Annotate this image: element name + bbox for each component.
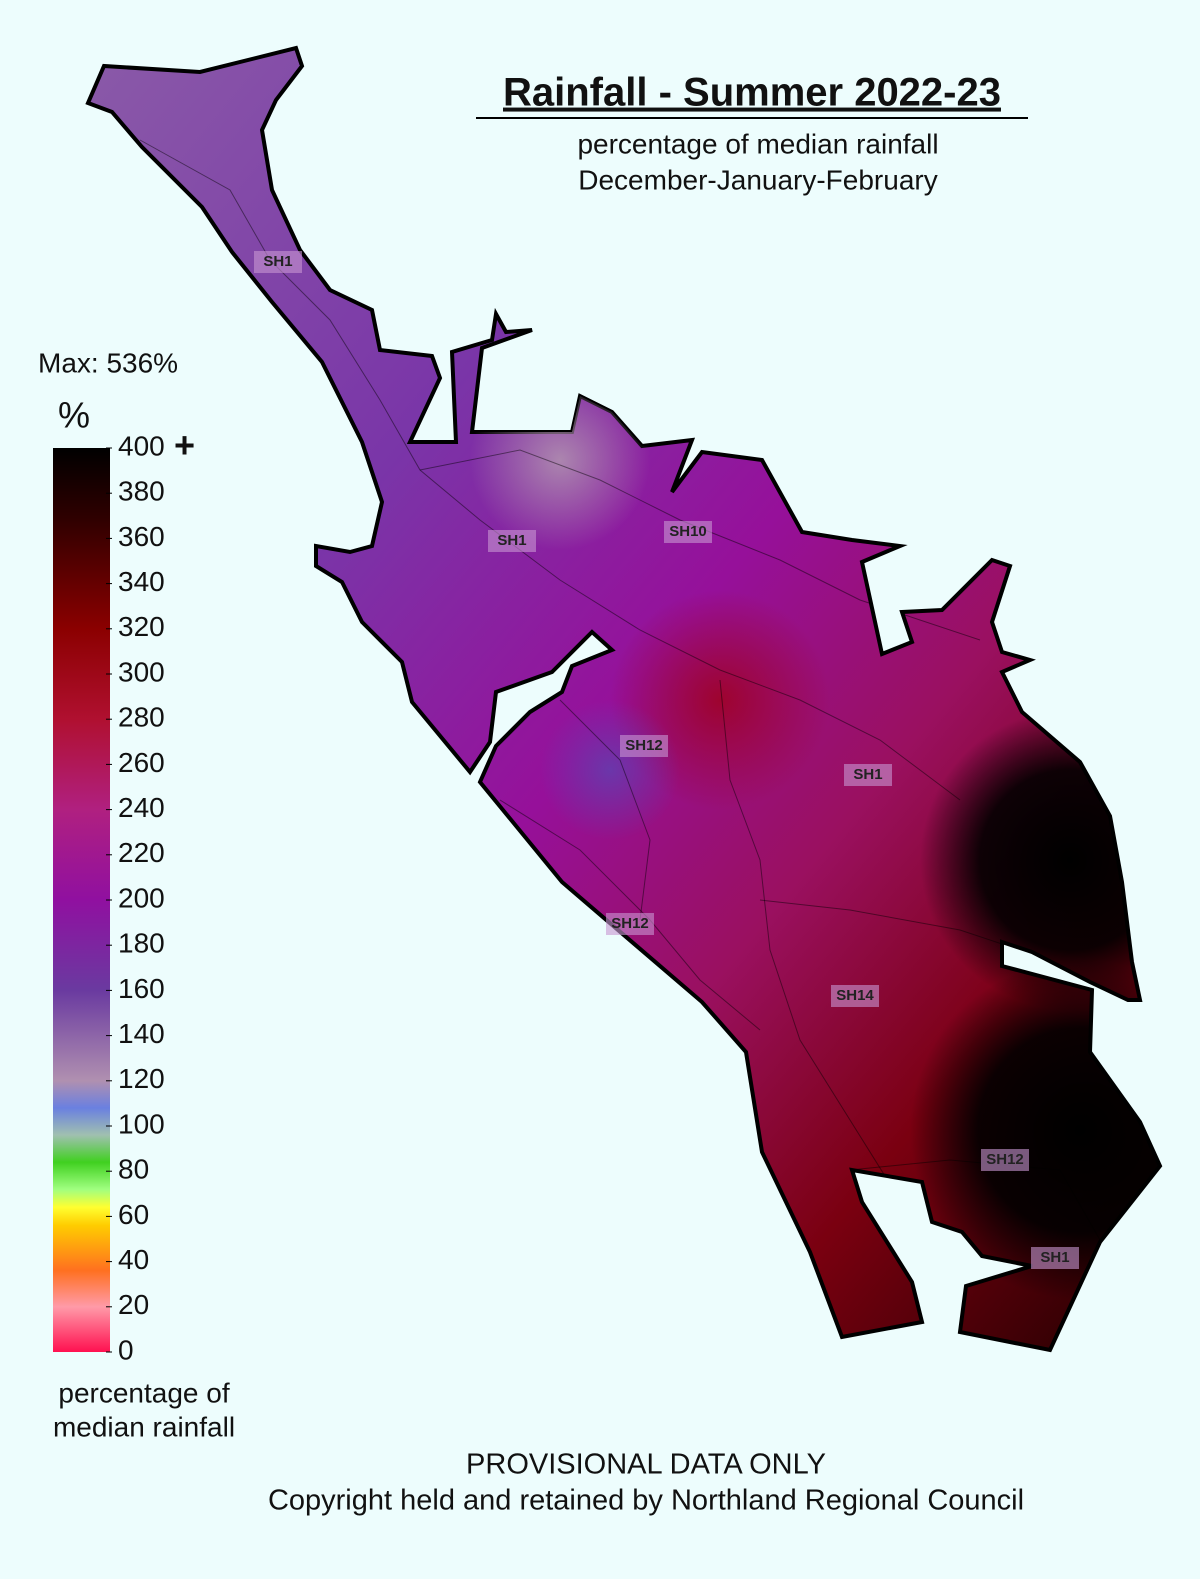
road-label: SH1 — [497, 532, 526, 549]
legend-top-suffix: + — [174, 425, 195, 466]
road-label: SH10 — [669, 523, 707, 540]
road-label-box — [488, 530, 536, 552]
legend-caption: percentage of — [58, 1377, 229, 1408]
legend-tick-label: 400 — [118, 430, 165, 461]
road-line — [419, 449, 981, 641]
road-label-box — [606, 913, 654, 935]
color-scale — [53, 448, 110, 1352]
road-line — [719, 679, 901, 1201]
legend-tick-label: 380 — [118, 476, 165, 507]
road-label: SH12 — [611, 915, 649, 932]
legend-tick-label: 300 — [118, 656, 165, 687]
road-label-box — [620, 735, 668, 757]
subtitle: percentage of median rainfall — [577, 128, 938, 159]
road-label: SH14 — [836, 987, 874, 1004]
road-label: SH1 — [263, 253, 292, 270]
legend-tick-label: 280 — [118, 702, 165, 733]
legend-tick-label: 100 — [118, 1108, 165, 1139]
road-label: SH12 — [625, 737, 663, 754]
road-label-box — [831, 985, 879, 1007]
legend-tick-label: 200 — [118, 882, 165, 913]
legend-tick-label: 120 — [118, 1063, 165, 1094]
road-label: SH1 — [1040, 1249, 1069, 1266]
legend-tick-label: 160 — [118, 973, 165, 1004]
legend-tick-label: 80 — [118, 1154, 149, 1185]
road-line — [559, 699, 651, 921]
road-label: SH12 — [986, 1151, 1024, 1168]
max-label: Max: 536% — [38, 347, 178, 378]
road-label-box — [1031, 1247, 1079, 1269]
legend-tick-label: 180 — [118, 928, 165, 959]
road-labels: SH1 SH1 SH10 SH12 SH1 SH12 SH14 SH12 SH1 — [254, 251, 1079, 1269]
legend-tick-label: 260 — [118, 747, 165, 778]
legend-ticks: 0 20 40 60 80 100 120 140 160 180 200 220 240 260 280 3… — [106, 425, 195, 1365]
legend-tick-label: 60 — [118, 1199, 149, 1230]
road-label-box — [254, 251, 302, 273]
legend-caption: median rainfall — [53, 1411, 235, 1442]
legend-tick-label: 320 — [118, 611, 165, 642]
legend-tick-label: 220 — [118, 837, 165, 868]
legend-tick-label: 0 — [118, 1334, 134, 1365]
road-label-box — [664, 521, 712, 543]
legend-tick-label: 340 — [118, 566, 165, 597]
footer-note: PROVISIONAL DATA ONLY — [466, 1449, 826, 1481]
footer-note: Copyright held and retained by Northland… — [268, 1485, 1024, 1517]
map-title: Rainfall - Summer 2022-23 — [503, 71, 1001, 115]
legend-tick-label: 20 — [118, 1289, 149, 1320]
legend-tick-label: 140 — [118, 1018, 165, 1049]
road-label: SH1 — [853, 766, 882, 783]
legend-tick-label: 360 — [118, 521, 165, 552]
subtitle: December-January-February — [578, 164, 937, 195]
legend-unit: % — [58, 395, 90, 436]
legend-tick-label: 240 — [118, 792, 165, 823]
road-label-box — [844, 764, 892, 786]
legend-tick-label: 40 — [118, 1244, 149, 1275]
road-label-box — [981, 1149, 1029, 1171]
